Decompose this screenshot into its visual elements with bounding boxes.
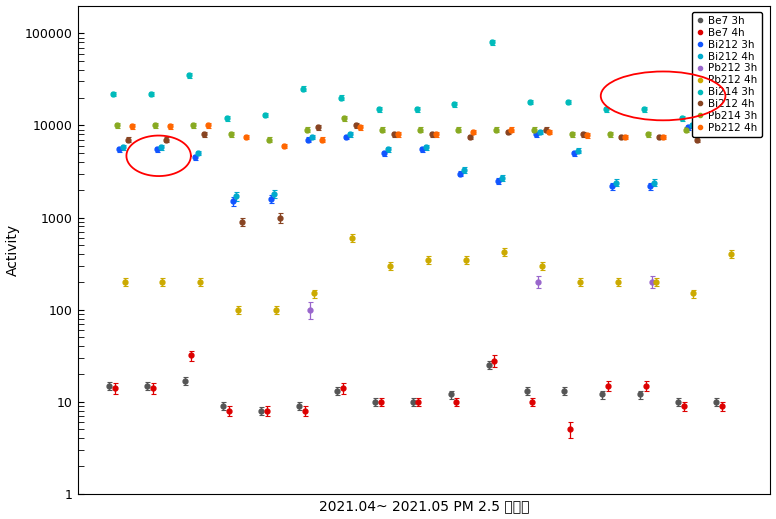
X-axis label: 2021.04~ 2021.05 PM 2.5 데이터: 2021.04~ 2021.05 PM 2.5 데이터 bbox=[319, 499, 529, 513]
Legend: Be7 3h, Be7 4h, Bi212 3h, Bi212 4h, Pb212 3h, Pb212 4h, Bi214 3h, Bi212 4h, Pb21: Be7 3h, Be7 4h, Bi212 3h, Bi212 4h, Pb21… bbox=[691, 12, 762, 137]
Y-axis label: Activity: Activity bbox=[5, 224, 19, 276]
